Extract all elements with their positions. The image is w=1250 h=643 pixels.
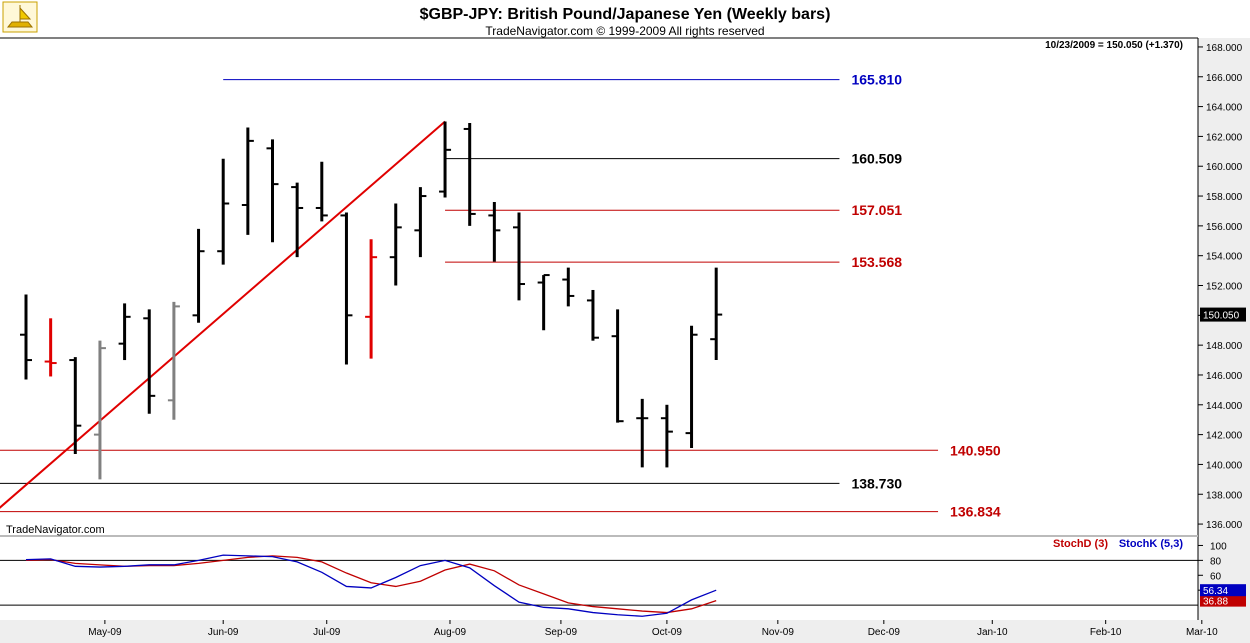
last-quote-text: 10/23/2009 = 150.050 (+1.370) bbox=[1045, 40, 1183, 51]
ohlc-bar bbox=[488, 202, 501, 262]
chart-copyright: TradeNavigator.com © 1999-2009 All right… bbox=[485, 24, 764, 38]
stoch-legend-d: StochD (3) bbox=[1053, 538, 1108, 550]
time-tick-label: Oct-09 bbox=[652, 627, 682, 638]
stoch-end-badge bbox=[1200, 594, 1246, 607]
last-price-badge: 150.050 bbox=[1200, 307, 1246, 322]
stoch-legend-k: StochK (5,3) bbox=[1119, 538, 1184, 550]
level-label: 136.834 bbox=[950, 504, 1001, 520]
price-tick-label: 160.000 bbox=[1206, 162, 1243, 173]
price-tick-label: 148.000 bbox=[1206, 341, 1243, 352]
ohlc-bar bbox=[167, 301, 180, 420]
ohlc-bar bbox=[315, 161, 328, 222]
price-tick-label: 138.000 bbox=[1206, 490, 1243, 501]
ohlc-bar bbox=[118, 303, 131, 361]
ohlc-bars bbox=[20, 121, 723, 480]
ohlc-bar bbox=[241, 127, 254, 235]
ohlc-bar bbox=[611, 309, 624, 423]
ohlc-bar bbox=[20, 294, 32, 380]
level-label: 140.950 bbox=[950, 442, 1001, 458]
price-tick-label: 136.000 bbox=[1206, 520, 1243, 531]
price-tick-label: 162.000 bbox=[1206, 132, 1243, 143]
ohlc-bar bbox=[710, 267, 723, 361]
ohlc-bar bbox=[143, 309, 156, 414]
level-label: 153.568 bbox=[851, 254, 902, 270]
price-tick-label: 154.000 bbox=[1206, 252, 1243, 263]
chart-title: $GBP-JPY: British Pound/Japanese Yen (We… bbox=[420, 6, 831, 23]
level-label: 165.810 bbox=[851, 72, 902, 88]
ohlc-bar bbox=[586, 289, 599, 341]
tradenavigator-logo-icon bbox=[2, 1, 38, 33]
time-tick-label: Jan-10 bbox=[977, 627, 1008, 638]
ohlc-bar bbox=[562, 267, 575, 307]
ohlc-bar bbox=[636, 398, 649, 468]
ohlc-bar bbox=[93, 340, 106, 480]
time-axis-panel bbox=[0, 620, 1198, 643]
price-tick-label: 140.000 bbox=[1206, 460, 1243, 471]
ohlc-bar bbox=[389, 203, 402, 286]
time-tick-label: Jun-09 bbox=[208, 627, 239, 638]
price-tick-label: 146.000 bbox=[1206, 371, 1243, 382]
price-tick-label: 166.000 bbox=[1206, 73, 1243, 84]
price-tick-label: 158.000 bbox=[1206, 192, 1243, 203]
ohlc-bar bbox=[537, 274, 550, 331]
ohlc-bar bbox=[513, 212, 525, 301]
ohlc-bar bbox=[340, 212, 353, 365]
time-tick-label: Feb-10 bbox=[1090, 627, 1122, 638]
time-tick-label: Aug-09 bbox=[434, 627, 467, 638]
ohlc-bar bbox=[463, 122, 476, 226]
time-tick-label: Nov-09 bbox=[762, 627, 795, 638]
ohlc-bar bbox=[44, 318, 57, 377]
time-tick-label: Mar-10 bbox=[1186, 627, 1218, 638]
time-tick-label: Jul-09 bbox=[313, 627, 341, 638]
level-label: 138.730 bbox=[851, 475, 902, 491]
trendline bbox=[0, 120, 446, 509]
ohlc-bar bbox=[266, 139, 279, 243]
last-price-badge-bg bbox=[1200, 307, 1246, 322]
level-label: 160.509 bbox=[851, 151, 902, 167]
stoch-tick-label: 60 bbox=[1210, 571, 1222, 582]
ohlc-bar bbox=[69, 357, 82, 454]
stoch-series-line bbox=[25, 554, 717, 617]
stoch-end-label: 36.88 bbox=[1203, 597, 1228, 608]
price-tick-label: 156.000 bbox=[1206, 222, 1243, 233]
time-tick-label: Sep-09 bbox=[545, 627, 578, 638]
price-tick-label: 144.000 bbox=[1206, 401, 1243, 412]
ohlc-bar bbox=[685, 325, 698, 449]
price-tick-label: 168.000 bbox=[1206, 43, 1243, 54]
ohlc-bar bbox=[439, 121, 452, 198]
stoch-tick-label: 80 bbox=[1210, 556, 1222, 567]
price-tick-label: 164.000 bbox=[1206, 103, 1243, 114]
price-tick-label: 142.000 bbox=[1206, 431, 1243, 442]
ohlc-bar bbox=[414, 187, 427, 258]
stoch-tick-label: 100 bbox=[1210, 541, 1227, 552]
price-axis-panel bbox=[1198, 38, 1250, 643]
stoch-end-label: 56.34 bbox=[1203, 586, 1228, 597]
level-label: 157.051 bbox=[851, 202, 902, 218]
price-tick-label: 152.000 bbox=[1206, 282, 1243, 293]
stoch-end-badge bbox=[1200, 584, 1246, 597]
watermark-text: TradeNavigator.com bbox=[6, 524, 105, 536]
ohlc-bar bbox=[365, 239, 378, 359]
time-tick-label: Dec-09 bbox=[868, 627, 901, 638]
last-price-badge-text: 150.050 bbox=[1203, 311, 1240, 322]
ohlc-bar bbox=[192, 228, 205, 323]
level-lines: 165.810 160.509 157.051 153.568 140.950 138.7… bbox=[0, 72, 1001, 520]
time-axis: May-09 Jun-09 Jul-09 Aug-09 Sep-09 Oct-09 Nov-… bbox=[88, 620, 1218, 638]
time-tick-label: May-09 bbox=[88, 627, 122, 638]
ohlc-bar bbox=[291, 182, 304, 258]
ohlc-bar bbox=[660, 404, 673, 468]
trendline-group bbox=[0, 120, 446, 509]
ohlc-bar bbox=[217, 158, 230, 265]
